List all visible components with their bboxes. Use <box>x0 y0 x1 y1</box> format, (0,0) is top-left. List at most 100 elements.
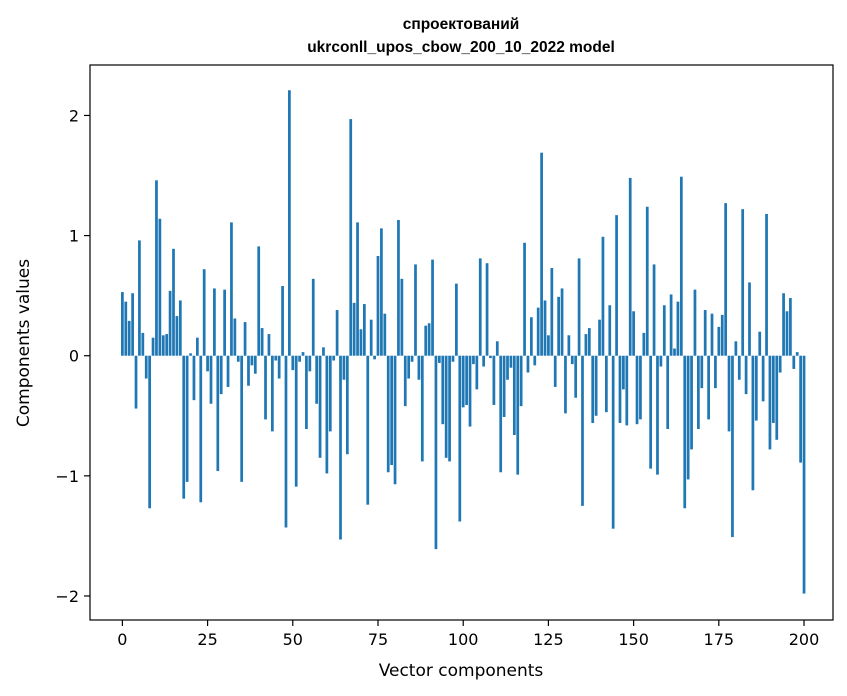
bar-component-5 <box>138 240 141 356</box>
bar-component-62 <box>332 355 336 361</box>
bar-component-122 <box>536 307 540 356</box>
x-tick-label: 125 <box>533 630 564 649</box>
bar-component-53 <box>301 352 305 356</box>
bar-component-145 <box>615 215 618 356</box>
bar-component-58 <box>318 355 322 458</box>
bar-component-104 <box>475 355 479 390</box>
bar-component-177 <box>724 203 728 356</box>
bar-component-181 <box>737 355 741 380</box>
bar-component-34 <box>236 355 240 362</box>
bar-component-38 <box>250 355 254 366</box>
bar-component-28 <box>216 355 220 472</box>
x-tick-label: 100 <box>448 630 479 649</box>
chart-title-line1: спроектований <box>403 16 520 33</box>
bar-component-64 <box>339 355 342 540</box>
bar-component-119 <box>526 355 530 373</box>
bar-component-45 <box>274 355 278 361</box>
bar-component-175 <box>717 326 721 356</box>
bar-component-75 <box>376 256 380 356</box>
bar-component-133 <box>574 355 578 398</box>
bar-component-193 <box>778 355 782 373</box>
bar-component-108 <box>489 355 492 359</box>
x-tick-label: 175 <box>704 630 735 649</box>
bar-component-166 <box>686 355 690 480</box>
bar-component-73 <box>369 319 373 356</box>
bar-component-149 <box>628 177 632 356</box>
y-tick-label: 2 <box>69 106 79 125</box>
bar-component-142 <box>604 355 608 413</box>
bar-component-65 <box>342 355 346 380</box>
bar-component-37 <box>247 355 250 386</box>
bar-component-94 <box>441 355 445 425</box>
x-axis: 0 25 50 75 100 125 150 175 200 <box>117 620 819 649</box>
bar-component-14 <box>168 290 172 356</box>
bar-component-9 <box>151 337 155 356</box>
bar-component-42 <box>264 355 267 420</box>
bar-component-67 <box>349 119 353 356</box>
bar-component-157 <box>656 355 659 475</box>
bar-component-176 <box>720 314 724 356</box>
bar-component-54 <box>305 355 308 429</box>
bar-component-21 <box>192 355 196 401</box>
bar-component-89 <box>424 325 428 356</box>
bar-component-184 <box>748 282 751 356</box>
bar-component-137 <box>587 328 591 356</box>
bar-component-81 <box>397 219 400 356</box>
bar-component-132 <box>570 355 574 365</box>
bar-component-143 <box>608 305 612 356</box>
bar-component-200 <box>802 355 806 594</box>
bar-component-33 <box>233 318 237 356</box>
bar-component-16 <box>175 316 179 356</box>
bar-component-63 <box>335 310 339 356</box>
bar-component-139 <box>594 355 598 416</box>
bar-component-123 <box>540 152 543 356</box>
bar-component-125 <box>547 335 550 356</box>
bar-component-23 <box>199 355 203 503</box>
bar-component-195 <box>785 311 789 356</box>
bar-component-78 <box>386 355 390 473</box>
y-tick-label: −2 <box>55 587 79 606</box>
bar-component-155 <box>649 355 653 469</box>
bar-component-165 <box>683 355 687 509</box>
bar-component-10 <box>155 180 158 356</box>
bar-component-130 <box>564 355 567 414</box>
x-tick-label: 50 <box>283 630 303 649</box>
bar-component-35 <box>240 355 244 482</box>
bar-component-164 <box>679 176 683 356</box>
bar-component-4 <box>134 355 138 409</box>
bar-component-174 <box>714 355 717 389</box>
bar-component-124 <box>543 300 547 356</box>
bar-component-77 <box>383 313 387 356</box>
bar-component-170 <box>700 355 704 389</box>
bar-component-44 <box>270 355 274 432</box>
x-tick-label: 75 <box>368 630 388 649</box>
bar-component-158 <box>659 355 663 367</box>
bar-component-76 <box>380 228 383 356</box>
bar-component-92 <box>434 355 438 550</box>
bars-group <box>121 90 806 594</box>
bar-component-120 <box>530 317 533 356</box>
x-axis-label: Vector components <box>379 661 544 681</box>
bar-component-18 <box>182 355 186 499</box>
bar-component-103 <box>472 355 475 365</box>
bar-component-189 <box>765 213 768 356</box>
bar-component-147 <box>622 355 625 390</box>
bar-component-115 <box>512 355 516 435</box>
bar-component-8 <box>148 355 152 509</box>
bar-component-3 <box>131 293 134 356</box>
bar-component-163 <box>676 301 680 356</box>
bar-component-93 <box>437 355 441 363</box>
bar-component-109 <box>492 355 496 405</box>
bar-component-55 <box>308 355 312 372</box>
bar-component-26 <box>209 355 213 404</box>
bar-component-1 <box>124 301 128 356</box>
bar-component-107 <box>485 263 489 356</box>
bar-component-69 <box>356 222 359 356</box>
bar-component-198 <box>795 352 799 356</box>
bar-component-186 <box>754 355 758 421</box>
bar-component-156 <box>652 264 656 356</box>
bar-component-31 <box>226 355 230 387</box>
bar-component-19 <box>185 355 189 482</box>
bar-component-190 <box>768 355 772 450</box>
bar-component-101 <box>465 355 468 405</box>
